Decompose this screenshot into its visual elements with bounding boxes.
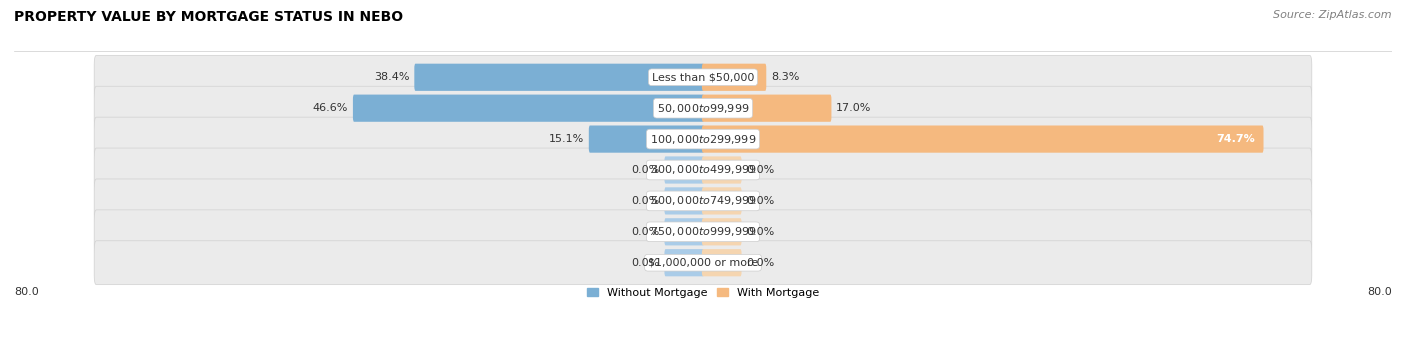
Text: 0.0%: 0.0% [747, 227, 775, 237]
Text: $750,000 to $999,999: $750,000 to $999,999 [650, 225, 756, 238]
Text: 80.0: 80.0 [14, 287, 39, 297]
FancyBboxPatch shape [94, 210, 1312, 254]
Text: 38.4%: 38.4% [374, 72, 409, 82]
Text: $300,000 to $499,999: $300,000 to $499,999 [650, 164, 756, 176]
FancyBboxPatch shape [702, 95, 831, 122]
FancyBboxPatch shape [415, 64, 704, 91]
Text: 0.0%: 0.0% [747, 196, 775, 206]
Text: 0.0%: 0.0% [631, 196, 659, 206]
FancyBboxPatch shape [702, 64, 766, 91]
Text: 0.0%: 0.0% [631, 227, 659, 237]
FancyBboxPatch shape [94, 241, 1312, 285]
FancyBboxPatch shape [94, 148, 1312, 192]
FancyBboxPatch shape [665, 218, 704, 245]
FancyBboxPatch shape [353, 95, 704, 122]
Text: 0.0%: 0.0% [747, 165, 775, 175]
FancyBboxPatch shape [94, 179, 1312, 223]
Text: 0.0%: 0.0% [747, 258, 775, 268]
FancyBboxPatch shape [94, 86, 1312, 130]
Text: $50,000 to $99,999: $50,000 to $99,999 [657, 102, 749, 115]
FancyBboxPatch shape [702, 156, 741, 184]
Text: $500,000 to $749,999: $500,000 to $749,999 [650, 194, 756, 207]
Text: 74.7%: 74.7% [1216, 134, 1256, 144]
Text: $1,000,000 or more: $1,000,000 or more [648, 258, 758, 268]
FancyBboxPatch shape [702, 187, 741, 215]
FancyBboxPatch shape [665, 156, 704, 184]
Text: $100,000 to $299,999: $100,000 to $299,999 [650, 133, 756, 146]
Text: 0.0%: 0.0% [631, 258, 659, 268]
Text: 8.3%: 8.3% [770, 72, 800, 82]
FancyBboxPatch shape [589, 125, 704, 153]
Text: 17.0%: 17.0% [837, 103, 872, 113]
Text: 80.0: 80.0 [1367, 287, 1392, 297]
FancyBboxPatch shape [665, 249, 704, 276]
Text: PROPERTY VALUE BY MORTGAGE STATUS IN NEBO: PROPERTY VALUE BY MORTGAGE STATUS IN NEB… [14, 10, 404, 24]
Text: 46.6%: 46.6% [312, 103, 349, 113]
FancyBboxPatch shape [702, 249, 741, 276]
FancyBboxPatch shape [665, 187, 704, 215]
FancyBboxPatch shape [702, 218, 741, 245]
Legend: Without Mortgage, With Mortgage: Without Mortgage, With Mortgage [582, 284, 824, 303]
Text: Source: ZipAtlas.com: Source: ZipAtlas.com [1274, 10, 1392, 20]
FancyBboxPatch shape [702, 125, 1264, 153]
FancyBboxPatch shape [94, 55, 1312, 99]
Text: 0.0%: 0.0% [631, 165, 659, 175]
Text: 15.1%: 15.1% [548, 134, 583, 144]
Text: Less than $50,000: Less than $50,000 [652, 72, 754, 82]
FancyBboxPatch shape [94, 117, 1312, 161]
